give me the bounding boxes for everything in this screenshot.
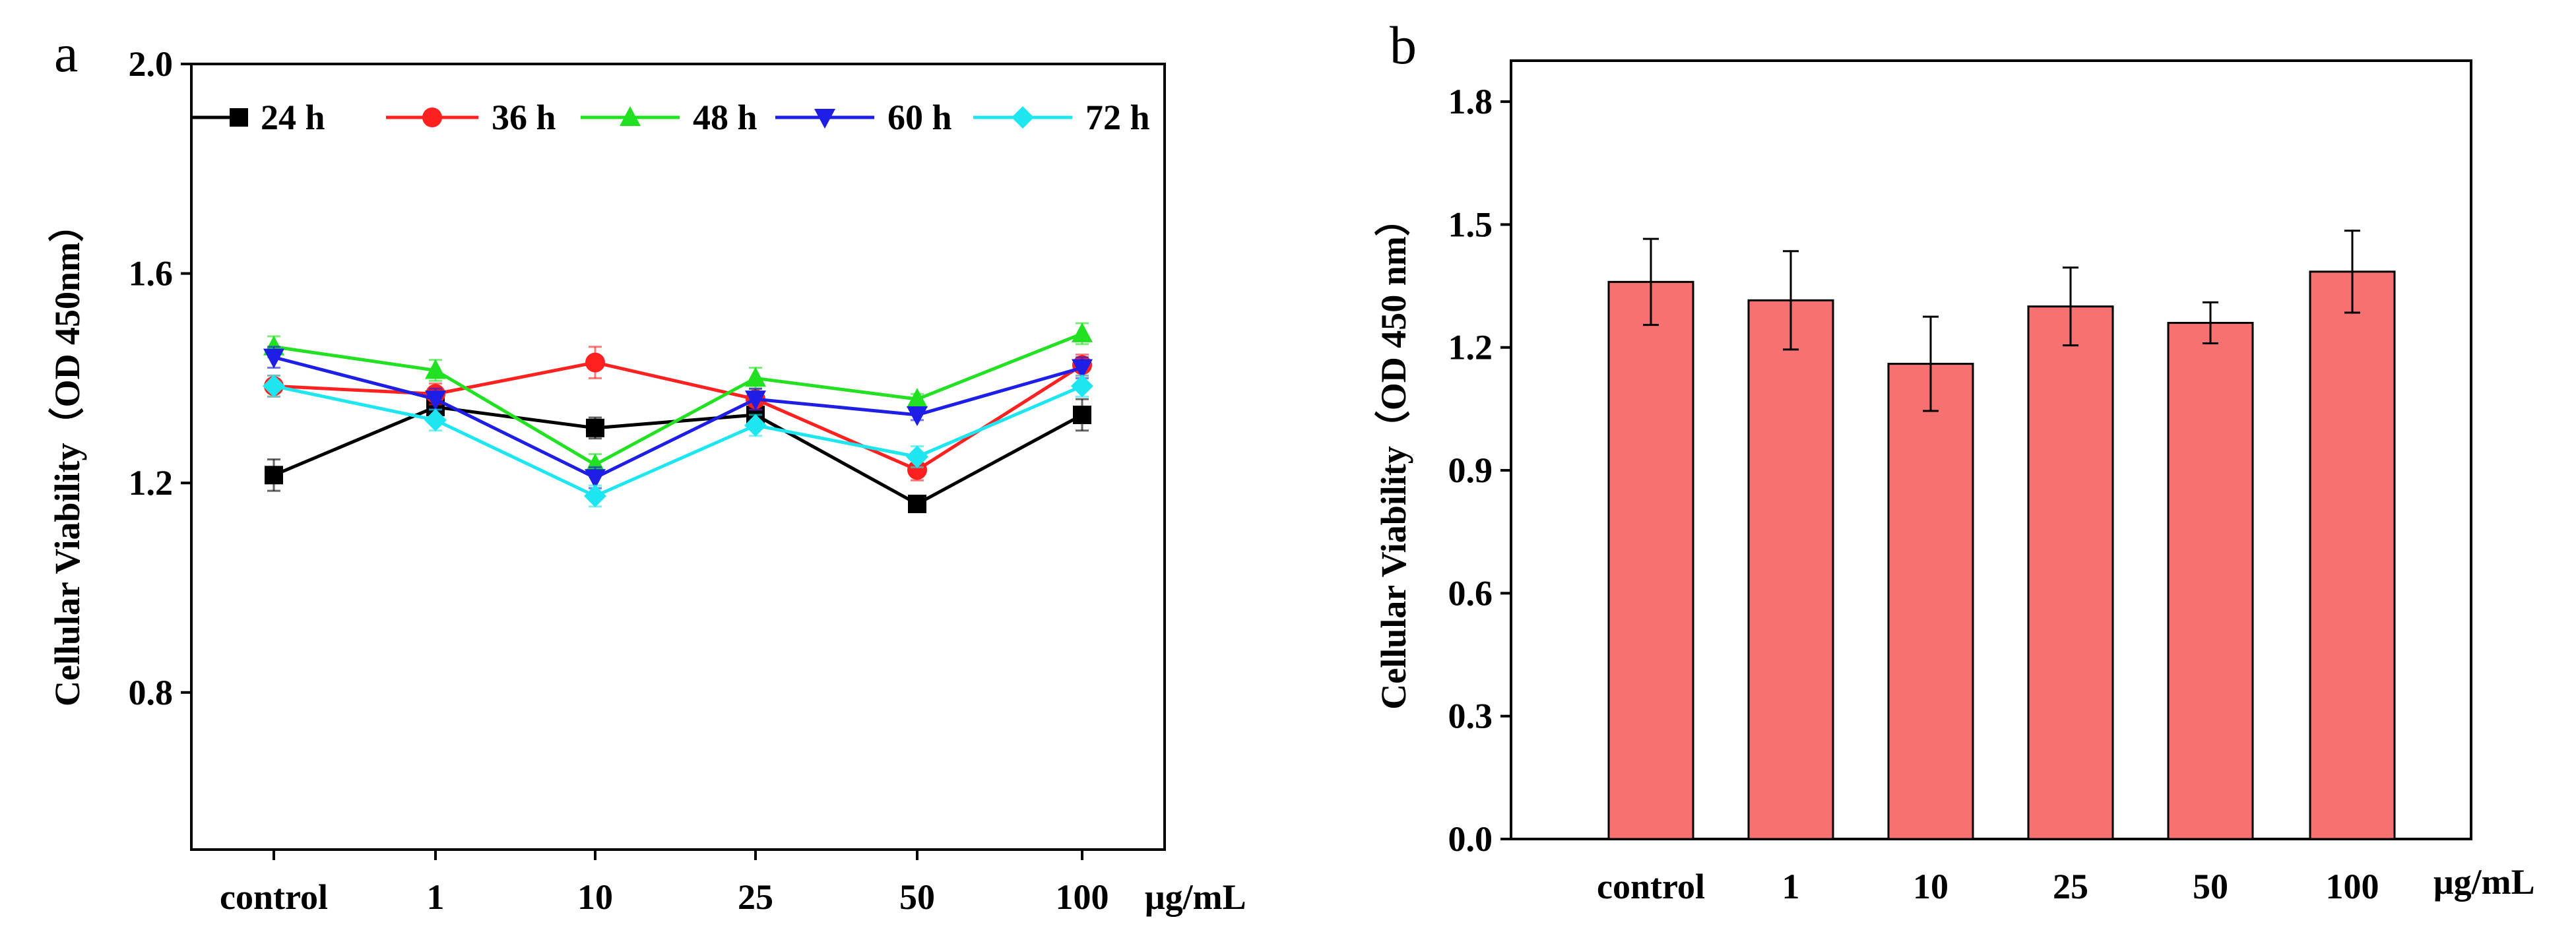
data-point bbox=[907, 406, 928, 426]
panel-b-x-unit-label: μg/mL bbox=[2433, 862, 2535, 902]
bar-group-1 bbox=[1747, 250, 1834, 840]
bar-group-50 bbox=[2167, 301, 2254, 840]
panel-b-x-tick-label: 1 bbox=[1782, 867, 1800, 906]
bar-group-100 bbox=[2309, 230, 2396, 840]
panel-b-y-tick-label: 0.9 bbox=[1448, 451, 1493, 490]
bar bbox=[1747, 299, 1834, 840]
legend-item-48h: 48 h bbox=[581, 98, 757, 137]
data-point bbox=[907, 460, 927, 480]
bar bbox=[2167, 321, 2254, 840]
panel-b-y-tick-label: 0.3 bbox=[1448, 697, 1493, 736]
data-point bbox=[425, 390, 446, 411]
panel-b-y-tick-label: 1.5 bbox=[1448, 204, 1493, 244]
panel-b-y-ticks: 0.0 0.3 0.6 0.9 1.2 1.5 1.8 bbox=[1448, 82, 1511, 859]
panel-a-series-60h bbox=[263, 346, 1093, 489]
data-point bbox=[585, 453, 606, 474]
data-point bbox=[263, 375, 285, 398]
legend-item-36h: 36 h bbox=[386, 98, 556, 137]
series-line bbox=[273, 361, 1083, 472]
legend-marker bbox=[620, 106, 641, 126]
data-point bbox=[1072, 322, 1093, 342]
legend-item-24h: 24 h bbox=[191, 98, 325, 137]
panel-b-y-tick-label: 1.8 bbox=[1448, 82, 1493, 121]
panel-b-y-axis-title: Cellular Viability（OD 450 nm） bbox=[1374, 201, 1413, 710]
panel-a-line-chart: a 0.8 1.2 1.6 2.0 control 1 10 25 50 100 24 h 36 … bbox=[48, 23, 1246, 917]
panel-a-y-tick-label: 1.2 bbox=[129, 463, 174, 503]
series-line bbox=[273, 356, 1083, 480]
panel-a-x-tick-label: 100 bbox=[1056, 877, 1109, 917]
legend-label: 72 h bbox=[1085, 98, 1150, 137]
panel-a-y-ticks: 0.8 1.2 1.6 2.0 bbox=[129, 44, 191, 712]
panel-b-y-tick-label: 0.0 bbox=[1448, 819, 1493, 859]
panel-b-x-ticks: control 1 10 25 50 100 bbox=[1597, 867, 2379, 906]
legend-label: 24 h bbox=[261, 98, 325, 137]
legend-item-60h: 60 h bbox=[775, 98, 952, 137]
panel-a-x-ticks: control 1 10 25 50 100 bbox=[220, 850, 1109, 917]
data-point bbox=[745, 367, 766, 387]
legend-label: 36 h bbox=[492, 98, 556, 137]
panel-b-letter: b bbox=[1390, 15, 1417, 75]
series-line bbox=[273, 332, 1083, 467]
legend-marker bbox=[814, 109, 835, 129]
panel-b-bars bbox=[1607, 230, 2396, 840]
data-point bbox=[265, 466, 283, 485]
panel-a-x-tick-label: 10 bbox=[577, 877, 613, 917]
panel-a-plot-frame bbox=[190, 63, 1166, 851]
data-point bbox=[906, 445, 928, 468]
bar bbox=[2027, 305, 2114, 840]
panel-b-bar-chart: b 0.0 0.3 0.6 0.9 1.2 1.5 1.8 control 1 10 25 50 10… bbox=[1374, 15, 2535, 906]
panel-b-x-tick-label: control bbox=[1597, 867, 1705, 906]
data-point bbox=[1071, 375, 1093, 398]
panel-a-x-tick-label: 25 bbox=[738, 877, 773, 917]
data-point bbox=[585, 352, 605, 373]
panel-a-x-tick-label: 1 bbox=[427, 877, 445, 917]
bar-group-10 bbox=[1887, 315, 1974, 840]
panel-a-y-tick-label: 1.6 bbox=[129, 254, 174, 294]
legend-marker bbox=[230, 108, 248, 127]
panel-a-series-72h bbox=[263, 374, 1093, 508]
bar-group-control bbox=[1607, 237, 1694, 840]
data-point bbox=[745, 390, 766, 411]
legend-marker bbox=[1012, 106, 1034, 129]
data-point bbox=[1073, 405, 1091, 424]
bar-group-25 bbox=[2027, 266, 2114, 840]
panel-b-plot-frame bbox=[1510, 59, 2472, 840]
panel-b-y-tick-label: 1.2 bbox=[1448, 328, 1493, 367]
panel-a-y-axis-title: Cellular Viability（OD 450nm） bbox=[48, 206, 87, 706]
panel-a-y-tick-label: 0.8 bbox=[129, 673, 174, 712]
data-point bbox=[1072, 359, 1093, 379]
legend-marker bbox=[422, 108, 442, 127]
series-line bbox=[273, 384, 1083, 498]
data-point bbox=[424, 408, 447, 431]
data-point bbox=[263, 348, 284, 369]
panel-a-series-24h bbox=[265, 395, 1091, 513]
data-point bbox=[907, 388, 928, 408]
panel-a-y-tick-label: 2.0 bbox=[129, 44, 174, 84]
legend-item-72h: 72 h bbox=[973, 98, 1150, 137]
data-point bbox=[744, 414, 767, 437]
panel-a-x-tick-label: control bbox=[220, 877, 328, 917]
bar bbox=[1887, 363, 1974, 840]
bar bbox=[1607, 280, 1694, 840]
legend-label: 60 h bbox=[887, 98, 952, 137]
data-point bbox=[908, 494, 926, 513]
panel-b-x-tick-label: 10 bbox=[1913, 867, 1948, 906]
panel-b-x-tick-label: 25 bbox=[2053, 867, 2088, 906]
data-point bbox=[585, 469, 606, 489]
panel-a-x-unit-label: μg/mL bbox=[1145, 877, 1246, 917]
data-point bbox=[425, 359, 446, 379]
panel-a-legend: 24 h 36 h 48 h 60 h 72 h bbox=[191, 98, 1150, 137]
panel-a-series bbox=[263, 322, 1093, 513]
panel-b-x-tick-label: 50 bbox=[2193, 867, 2228, 906]
panel-b-x-tick-label: 100 bbox=[2326, 867, 2379, 906]
panel-a-letter: a bbox=[54, 23, 78, 83]
panel-b-y-tick-label: 0.6 bbox=[1448, 573, 1493, 613]
bar bbox=[2309, 270, 2396, 840]
legend-label: 48 h bbox=[693, 98, 757, 137]
data-point bbox=[584, 485, 606, 508]
panel-a-x-tick-label: 50 bbox=[899, 877, 935, 917]
data-point bbox=[586, 418, 604, 437]
